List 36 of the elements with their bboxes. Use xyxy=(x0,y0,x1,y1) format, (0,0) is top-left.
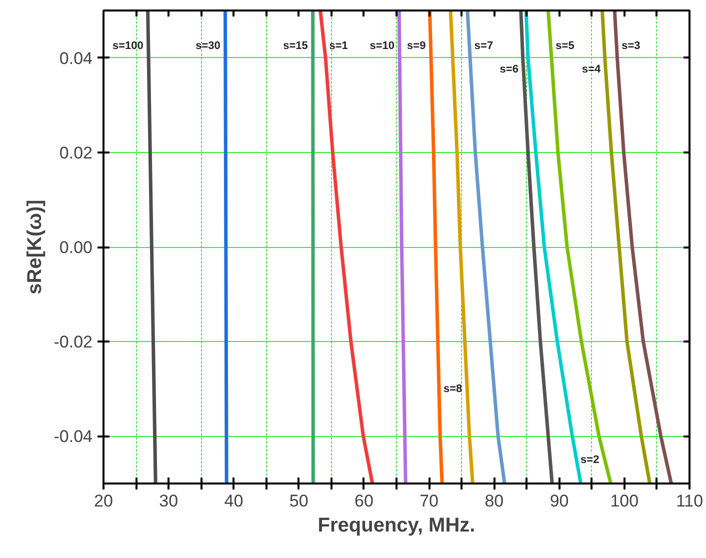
x-tick-label: 110 xyxy=(676,492,704,510)
x-tick-label: 70 xyxy=(420,492,439,510)
series-label: s=7 xyxy=(474,40,494,52)
series-label: s=5 xyxy=(556,40,574,52)
x-tick-label: 90 xyxy=(550,492,569,510)
series-label: s=6 xyxy=(500,64,518,76)
series-label: s=8 xyxy=(443,382,462,395)
line-series xyxy=(428,10,444,484)
y-axis-title: sRe[K(ω)] xyxy=(24,200,46,294)
series-label: s=1 xyxy=(329,40,348,52)
line-series xyxy=(519,10,554,484)
x-tick-label: 100 xyxy=(610,492,639,510)
line-series xyxy=(612,10,674,484)
x-tick-label: 30 xyxy=(159,492,178,510)
x-axis-title: Frequency, MHz. xyxy=(318,514,476,536)
line-series xyxy=(524,10,583,484)
x-tick-label: 40 xyxy=(224,492,244,510)
series-label: s=2 xyxy=(580,454,600,466)
x-tick-label: 60 xyxy=(354,492,374,510)
x-tick-label: 20 xyxy=(94,492,113,510)
series-label: s=15 xyxy=(283,40,308,52)
y-tick-label: -0.02 xyxy=(54,332,92,352)
series-label: s=3 xyxy=(622,40,640,52)
series-label: s=9 xyxy=(407,40,426,52)
y-tick-label: 0.04 xyxy=(59,48,93,68)
series-label: s=4 xyxy=(582,64,602,76)
line-series xyxy=(546,10,612,484)
x-tick-label: 80 xyxy=(484,492,504,510)
series-label: s=10 xyxy=(370,40,394,52)
series-label: s=30 xyxy=(196,40,220,52)
y-tick-label: 0.02 xyxy=(59,143,93,162)
line-series xyxy=(600,10,652,484)
series-label: s=100 xyxy=(112,40,144,52)
y-tick-label: -0.04 xyxy=(54,427,92,446)
x-tick-label: 50 xyxy=(289,492,308,510)
y-tick-label: 0.00 xyxy=(59,238,93,257)
